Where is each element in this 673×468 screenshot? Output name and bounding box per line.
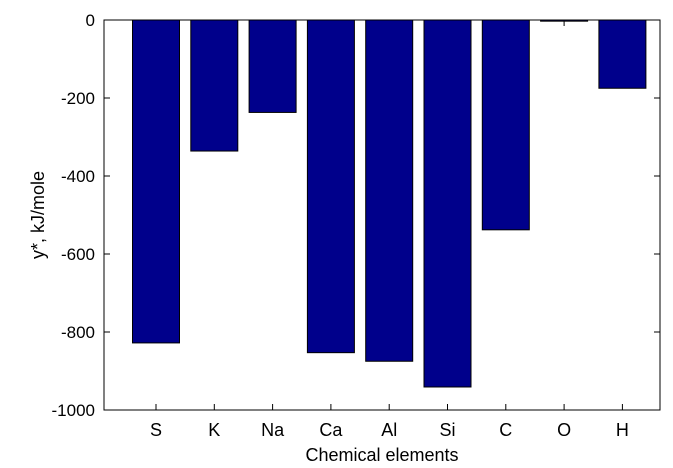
bars-layer bbox=[132, 19, 647, 388]
x-tick-label: H bbox=[616, 420, 629, 440]
y-tick-label: -800 bbox=[61, 323, 95, 342]
tick-labels-layer: 0 -200 -400 -600 -800 -1000 S K Na Ca Al Si C O H bbox=[52, 11, 629, 440]
bar-c bbox=[481, 19, 530, 231]
x-tick-label: Na bbox=[261, 420, 285, 440]
x-tick-label: C bbox=[499, 420, 512, 440]
y-axis-label: y*, kJ/mole bbox=[28, 171, 48, 259]
x-tick-label: Al bbox=[381, 420, 397, 440]
y-tick-label: -400 bbox=[61, 167, 95, 186]
x-tick-label: Ca bbox=[319, 420, 343, 440]
x-tick-label: Si bbox=[439, 420, 455, 440]
bar-k bbox=[190, 19, 239, 152]
y-tick-label: -600 bbox=[61, 245, 95, 264]
x-axis-label: Chemical elements bbox=[305, 445, 458, 463]
x-tick-label: S bbox=[150, 420, 162, 440]
bar-s bbox=[132, 19, 180, 344]
y-tick-label: 0 bbox=[86, 11, 95, 30]
x-tick-label: O bbox=[557, 420, 571, 440]
x-tick-label: K bbox=[208, 420, 220, 440]
bar-si bbox=[423, 19, 472, 388]
bar-o bbox=[540, 19, 589, 22]
bar-na bbox=[248, 19, 297, 113]
bar-ca bbox=[306, 19, 355, 354]
bar-al bbox=[365, 19, 414, 362]
bar-h bbox=[598, 19, 647, 89]
y-tick-label: -200 bbox=[61, 89, 95, 108]
y-tick-label: -1000 bbox=[52, 401, 95, 420]
